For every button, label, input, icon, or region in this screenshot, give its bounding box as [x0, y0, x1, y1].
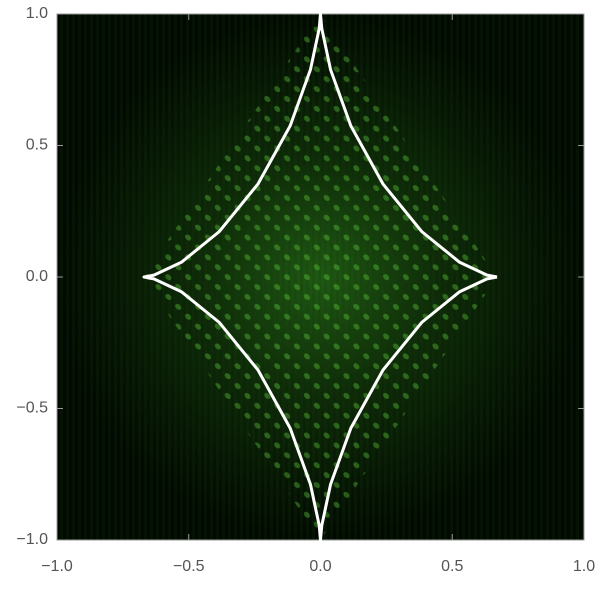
- x-tick-label: 1.0: [573, 558, 595, 575]
- caustic-interior: [143, 14, 497, 540]
- y-tick-label: 0.5: [26, 137, 48, 154]
- y-tick-label: −0.5: [16, 400, 48, 417]
- y-tick-label: 1.0: [26, 5, 48, 22]
- y-tick-label: −1.0: [16, 531, 48, 548]
- x-tick-label: −1.0: [41, 558, 73, 575]
- x-tick-label: 0.0: [309, 558, 331, 575]
- caustic-curve: [142, 12, 498, 542]
- x-tick-label: −0.5: [173, 558, 205, 575]
- y-tick-label: 0.0: [26, 268, 48, 285]
- x-tick-label: 0.5: [441, 558, 463, 575]
